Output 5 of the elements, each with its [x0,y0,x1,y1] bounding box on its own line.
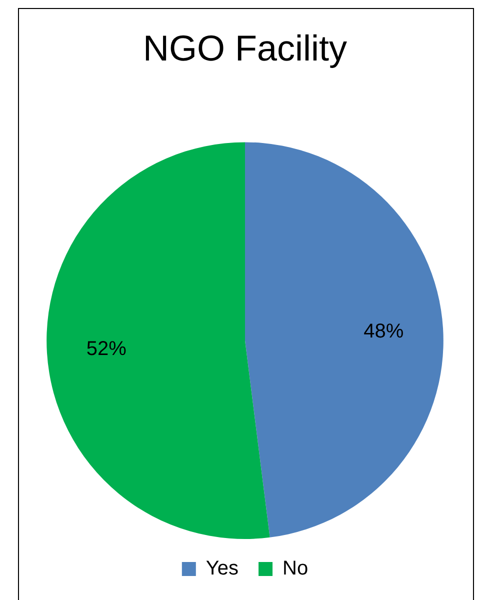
legend-label: Yes [206,558,239,580]
data-label: 48% [364,320,404,342]
data-label: 52% [86,338,127,360]
legend-label: No [282,558,308,580]
chart-title: NGO Facility [142,28,348,69]
